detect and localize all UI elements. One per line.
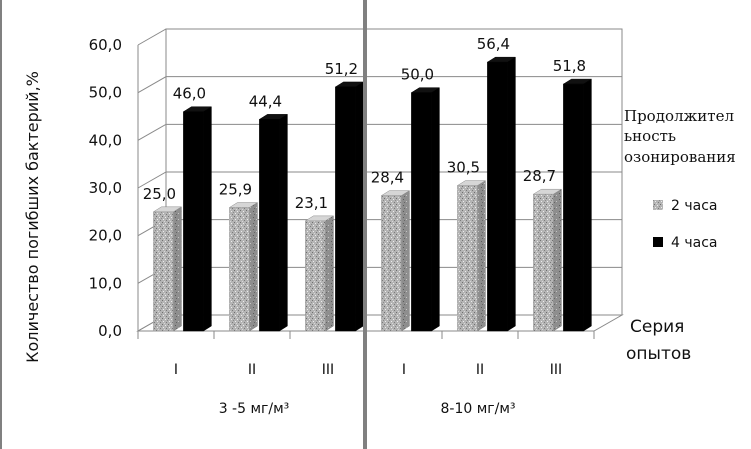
bar-2h xyxy=(304,215,335,332)
bar-2h xyxy=(152,206,183,332)
bar-2h xyxy=(380,190,411,332)
legend-swatch-4h xyxy=(653,237,663,247)
y-tick-label: 20,0 xyxy=(89,227,122,245)
legend-title-line3: озонирования xyxy=(624,148,736,166)
group-divider xyxy=(363,0,367,449)
legend-title-line1: Продолжител xyxy=(624,107,734,125)
data-label: 46,0 xyxy=(173,85,206,103)
y-tick-label: 0,0 xyxy=(98,322,122,340)
group-label-2: 8-10 мг/м³ xyxy=(440,401,515,417)
x-axis-label-line1: Серия xyxy=(630,317,684,337)
x-tick-label: III xyxy=(550,362,562,378)
data-label: 28,4 xyxy=(371,169,404,187)
x-tick-label: I xyxy=(174,362,178,378)
gridline xyxy=(137,28,622,46)
legend-label-2h: 2 часа xyxy=(671,198,717,214)
x-tick-label: III xyxy=(322,362,334,378)
x-axis-label-line2: опытов xyxy=(626,344,691,364)
y-tick-label: 50,0 xyxy=(89,84,122,102)
legend-title-line2: ьность xyxy=(624,127,676,145)
x-tick-label: I xyxy=(402,362,406,378)
bar-2h xyxy=(228,202,259,332)
data-label: 30,5 xyxy=(447,159,480,177)
data-label: 23,1 xyxy=(295,194,328,212)
data-labels: 25,0 25,9 23,1 28,4 30,5 28,7 46,0 44,4 51,2 50,0… xyxy=(143,35,586,212)
legend-label-4h: 4 часа xyxy=(671,235,717,251)
x-tick-labels: I II III I II III xyxy=(174,362,562,378)
data-label: 51,2 xyxy=(325,60,358,78)
bar-4h xyxy=(410,87,441,332)
gridline xyxy=(137,171,622,189)
x-tick-label: II xyxy=(248,362,256,378)
x-tick-label: II xyxy=(476,362,484,378)
gridline xyxy=(137,123,622,141)
data-label: 28,7 xyxy=(523,167,556,185)
data-label: 56,4 xyxy=(477,35,510,53)
bar-2h xyxy=(532,188,563,332)
bar-4h xyxy=(258,113,289,332)
y-tick-label: 30,0 xyxy=(89,179,122,197)
bar-4h xyxy=(562,78,593,332)
bar-4h xyxy=(182,106,213,332)
data-label: 50,0 xyxy=(401,66,434,84)
data-label: 25,9 xyxy=(219,181,252,199)
legend-swatch-2h xyxy=(653,200,663,210)
data-label: 51,8 xyxy=(553,57,586,75)
y-tick-label: 60,0 xyxy=(89,36,122,54)
data-label: 25,0 xyxy=(143,185,176,203)
bars xyxy=(152,56,593,332)
legend: Продолжител ьность озонирования 2 часа 4… xyxy=(624,107,736,251)
group-label-1: 3 -5 мг/м³ xyxy=(219,401,290,417)
bar-2h xyxy=(456,180,487,332)
y-tick-label: 40,0 xyxy=(89,131,122,149)
y-axis-label: Количество погибших бактерий,% xyxy=(23,71,42,363)
bar-4h xyxy=(486,56,517,332)
bar-4h xyxy=(334,81,365,332)
y-tick-label: 10,0 xyxy=(89,274,122,292)
gridline xyxy=(137,76,622,94)
y-tick-labels: 0,0 10,0 20,0 30,0 40,0 50,0 60,0 xyxy=(89,36,122,340)
data-label: 44,4 xyxy=(249,92,282,110)
